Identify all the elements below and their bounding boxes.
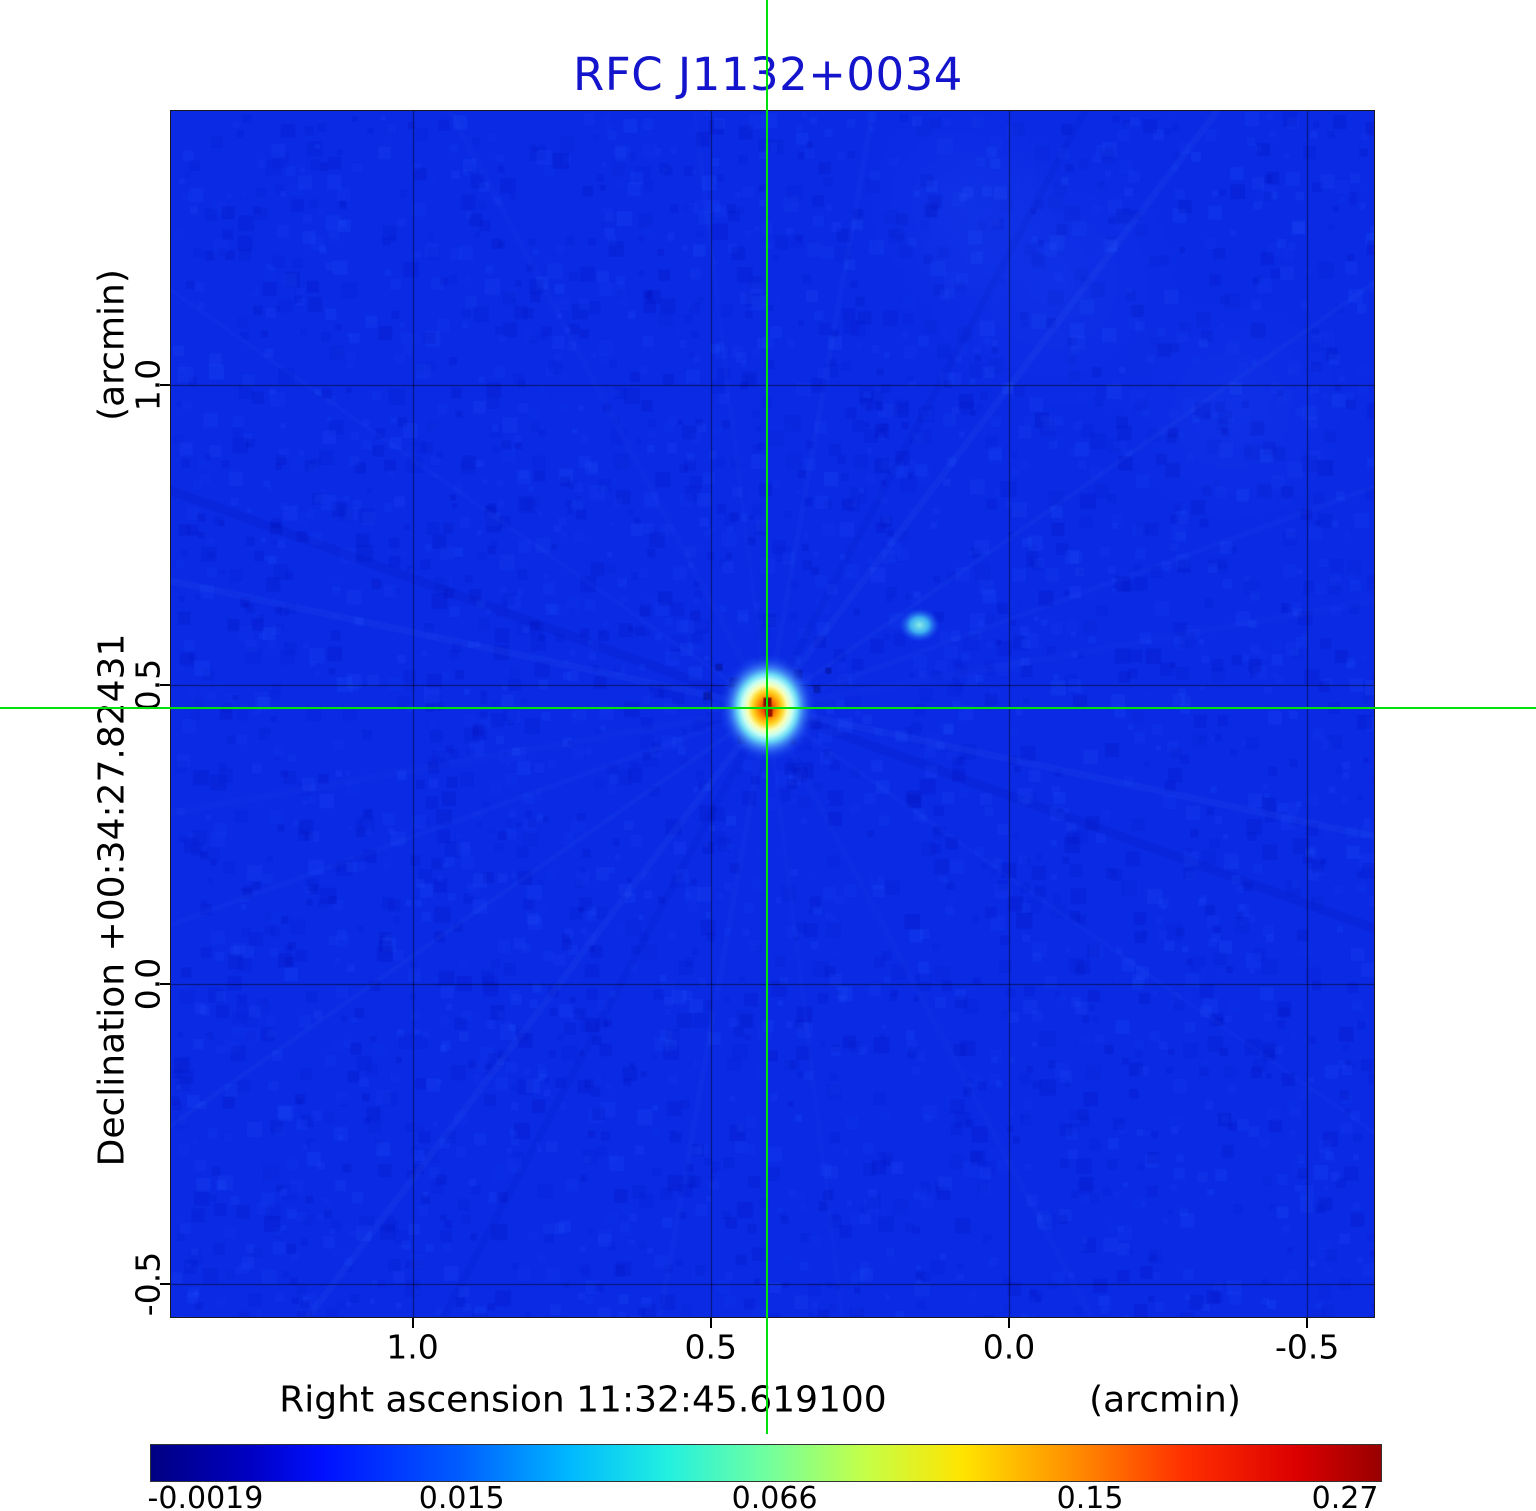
sky-image (170, 110, 1375, 1318)
x-tick-label: -0.5 (1274, 1327, 1340, 1367)
sky-image-canvas (171, 111, 1374, 1317)
colorbar-tick-label: 0.066 (731, 1481, 818, 1511)
crosshair-horizontal (0, 706, 1536, 709)
colorbar-tick-label: -0.0019 (147, 1481, 264, 1511)
y-axis-unit: (arcmin) (91, 269, 133, 421)
x-tick-mark (1007, 1318, 1010, 1328)
colorbar-gradient (151, 1445, 1381, 1481)
x-tick-mark (1306, 1318, 1309, 1328)
y-tick-mark (160, 683, 170, 686)
x-tick-mark (709, 1318, 712, 1328)
x-tick-label: 0.0 (982, 1327, 1036, 1367)
y-tick-mark (160, 983, 170, 986)
colorbar (150, 1444, 1382, 1482)
colorbar-tick-label: 0.15 (1056, 1481, 1124, 1511)
y-tick-mark (160, 1283, 170, 1286)
x-tick-mark (411, 1318, 414, 1328)
y-axis-label: Declination +00:34:27.82431 (91, 633, 133, 1167)
crosshair-vertical (766, 0, 769, 1434)
x-axis-unit: (arcmin) (1089, 1379, 1241, 1421)
x-tick-label: 1.0 (386, 1327, 439, 1367)
y-tick-mark (160, 384, 170, 387)
colorbar-tick-label: 0.27 (1311, 1481, 1379, 1511)
x-axis-label: Right ascension 11:32:45.619100 (279, 1379, 887, 1421)
x-tick-label: 0.5 (684, 1327, 738, 1367)
colorbar-tick-label: 0.015 (418, 1481, 505, 1511)
